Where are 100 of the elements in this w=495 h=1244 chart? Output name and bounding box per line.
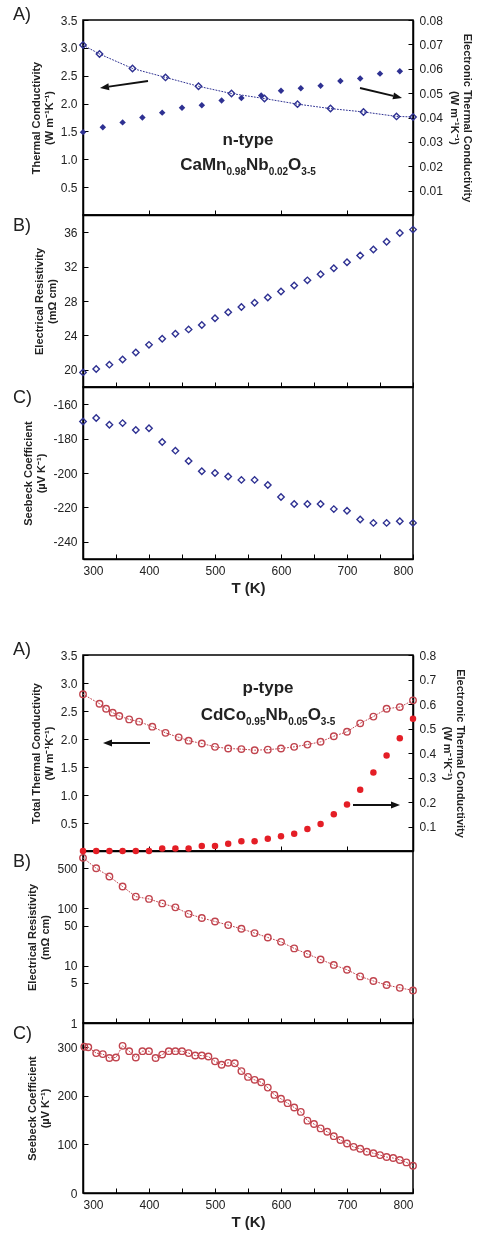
- point: [304, 825, 311, 833]
- x-axis-title: T (K): [231, 578, 266, 596]
- point: [145, 847, 153, 855]
- point: [108, 708, 117, 717]
- point: [356, 251, 365, 260]
- y2-axis-title: Electronic Thermal Conductivity (W m⁻¹K⁻¹): [448, 33, 474, 204]
- point: [409, 113, 417, 121]
- y2-tick-label: 0.04: [419, 111, 444, 125]
- x-axis-title: T (K): [231, 1212, 266, 1230]
- point: [250, 746, 259, 755]
- point: [79, 128, 87, 136]
- chart-title: C): [13, 387, 32, 407]
- point: [106, 847, 113, 855]
- point: [92, 365, 101, 373]
- y2-tick-label: 0.2: [419, 795, 437, 810]
- point: [148, 722, 157, 731]
- point: [369, 245, 378, 254]
- point: [356, 972, 365, 981]
- point: [145, 340, 153, 349]
- y-axis-title: Electrical Resistivity (mΩ cm): [33, 247, 59, 356]
- y-tick-label: 32: [64, 260, 78, 275]
- y-tick-label: 0.5: [60, 180, 78, 195]
- point: [317, 82, 324, 90]
- point: [119, 119, 126, 126]
- point: [329, 732, 338, 741]
- point: [237, 745, 246, 754]
- point: [343, 801, 351, 808]
- y-tick-label: 3.0: [60, 676, 78, 691]
- x-tick-label: 300: [83, 563, 104, 578]
- point: [99, 124, 107, 131]
- point: [409, 715, 417, 722]
- point: [184, 325, 193, 334]
- point: [263, 933, 272, 942]
- point: [79, 41, 87, 50]
- point: [382, 981, 391, 989]
- point: [224, 921, 233, 930]
- point: [158, 334, 167, 343]
- annotation: CdCo$_{0.95}$Nb$_{0.05}$O$_{3-5}$: [200, 705, 336, 727]
- point: [250, 298, 259, 307]
- point: [131, 348, 140, 357]
- point: [316, 737, 325, 746]
- point: [392, 112, 401, 121]
- point: [184, 909, 193, 918]
- point: [119, 847, 126, 855]
- point: [382, 704, 391, 713]
- y-tick-label: 2.5: [60, 704, 78, 719]
- point: [303, 276, 312, 285]
- point: [409, 696, 417, 705]
- chart-title: A): [13, 4, 31, 24]
- point: [132, 847, 140, 855]
- y2-tick-label: 0.7: [419, 673, 437, 687]
- point: [197, 321, 206, 330]
- y-tick-label: 500: [57, 861, 78, 876]
- point: [79, 847, 87, 855]
- point: [396, 67, 404, 75]
- point: [293, 100, 302, 109]
- y-tick-label: 200: [57, 1089, 78, 1104]
- chart-title: B): [13, 851, 31, 871]
- point: [396, 735, 404, 742]
- point: [135, 717, 144, 726]
- y-tick-label: 1: [70, 1016, 78, 1031]
- point: [95, 50, 104, 58]
- y-axis-title: Electrical Resistivity (mΩ cm): [26, 883, 52, 992]
- chart-title: B): [13, 215, 31, 235]
- point: [316, 955, 325, 964]
- point: [395, 703, 404, 712]
- point: [303, 740, 312, 749]
- point: [356, 786, 364, 793]
- point: [370, 769, 377, 776]
- y-tick-label: 36: [64, 225, 78, 240]
- point: [171, 903, 180, 912]
- point: [161, 728, 170, 737]
- y2-tick-label: 0.3: [419, 771, 437, 785]
- point: [383, 752, 390, 759]
- point: [125, 715, 134, 724]
- point: [329, 264, 338, 273]
- y-tick-label: 5: [70, 976, 78, 991]
- point: [395, 229, 404, 237]
- point: [277, 937, 285, 946]
- point: [224, 744, 233, 753]
- point: [326, 104, 335, 113]
- point: [92, 847, 100, 855]
- y-tick-label: -200: [53, 466, 78, 481]
- y-tick-label: 1.0: [60, 788, 78, 803]
- y-tick-label: 0: [70, 1186, 78, 1201]
- point: [250, 929, 259, 938]
- point: [224, 840, 232, 847]
- y-tick-label: 3.5: [60, 648, 78, 663]
- y2-tick-label: 0.4: [419, 746, 437, 761]
- point: [343, 965, 351, 974]
- x-tick-label: 700: [337, 563, 358, 578]
- point: [197, 914, 206, 922]
- y-tick-label: 100: [57, 901, 78, 916]
- y2-tick-label: 0.02: [419, 159, 444, 174]
- x-tick-label: 800: [393, 563, 414, 578]
- point: [174, 733, 183, 742]
- x-tick-label: 400: [139, 563, 160, 578]
- y-tick-label: 28: [64, 294, 78, 309]
- y-tick-label: 2.5: [60, 69, 78, 84]
- y-tick-label: 10: [64, 959, 78, 974]
